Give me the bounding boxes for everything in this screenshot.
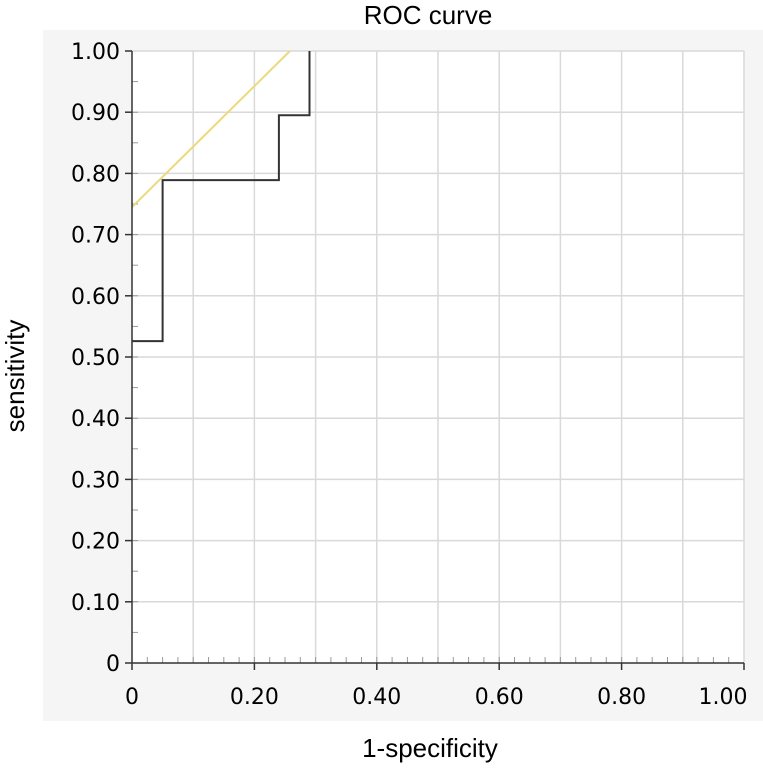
y-tick-label: 0.90: [71, 101, 120, 126]
y-tick-label: 0.50: [71, 346, 120, 371]
y-tick-label: 0.60: [71, 285, 120, 310]
y-axis-label: sensitivity: [0, 320, 30, 433]
grid: [132, 50, 745, 663]
y-tick-label: 0: [106, 652, 120, 677]
reference-line: [131, 50, 291, 208]
y-tick-label: 0.80: [71, 162, 120, 187]
tick-labels: 0 0.10 0.20 0.30 0.40 0.50 0.60 0.70 0.80 0.90 1.0…: [71, 40, 747, 710]
x-tick-label: 0.80: [597, 685, 646, 710]
series-layer: [131, 50, 311, 343]
axes: [125, 50, 745, 670]
x-tick-label: 0: [125, 685, 139, 710]
y-tick-label: 0.40: [71, 407, 120, 432]
roc-curve-line: [132, 51, 311, 343]
x-axis-label: 1-specificity: [362, 733, 498, 763]
x-tick-label: 0.60: [475, 685, 524, 710]
y-tick-label: 0.10: [71, 591, 120, 616]
x-tick-label: 0.40: [352, 685, 401, 710]
y-tick-label: 0.30: [71, 468, 120, 493]
minor-ticks: [132, 81, 730, 663]
x-tick-label: 1.00: [699, 685, 748, 710]
x-tick-label: 0.20: [230, 685, 279, 710]
y-tick-label: 1.00: [71, 40, 120, 65]
chart-title: ROC curve: [364, 0, 493, 30]
y-tick-label: 0.70: [71, 224, 120, 249]
y-tick-label: 0.20: [71, 530, 120, 555]
